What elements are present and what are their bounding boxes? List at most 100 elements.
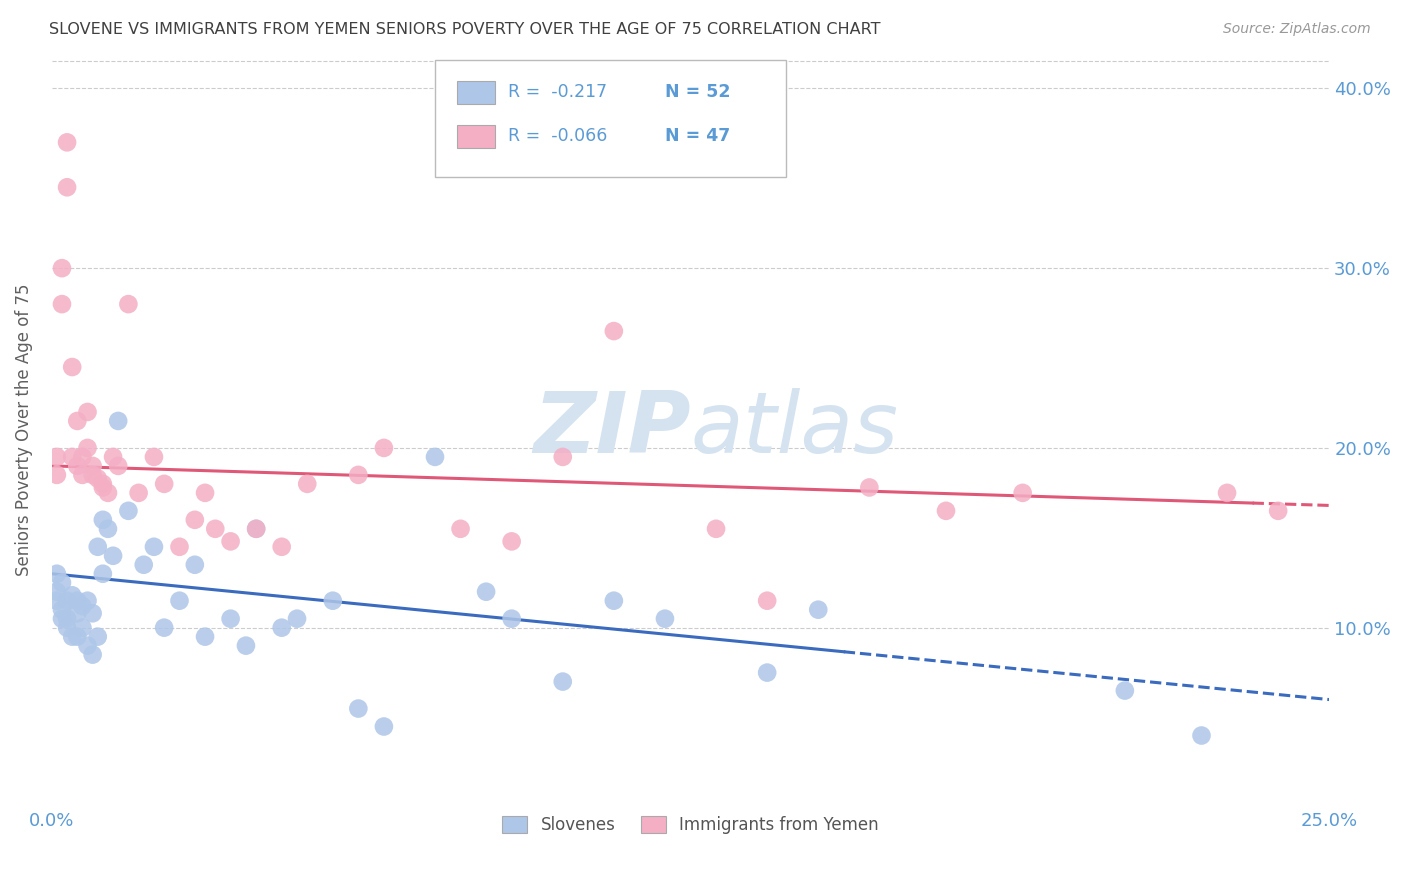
Point (56, 593, 79, 607)
Point (72, 621, 94, 635)
Point (184, 558, 207, 572)
Point (87, 471, 110, 485)
Point (107, 414, 129, 428)
Point (91, 480, 114, 494)
Point (142, 450, 165, 464)
Point (66, 630, 89, 644)
Text: R =  -0.066: R = -0.066 (508, 127, 607, 145)
Point (807, 603, 830, 617)
Point (347, 701, 370, 715)
Point (45, 450, 67, 464)
Point (72, 599, 94, 613)
Text: Source: ZipAtlas.com: Source: ZipAtlas.com (1223, 22, 1371, 37)
Point (51, 612, 73, 626)
Point (82, 607, 104, 621)
Point (45, 467, 67, 482)
Point (97, 486, 120, 500)
Point (297, 476, 319, 491)
Point (56, 180, 79, 194)
Point (935, 504, 957, 518)
Point (87, 540, 110, 554)
Point (51, 575, 73, 590)
Point (603, 593, 626, 607)
Point (66, 414, 89, 428)
Point (1011, 486, 1033, 500)
Point (501, 534, 523, 549)
Point (756, 665, 779, 680)
Text: N = 47: N = 47 (665, 127, 730, 145)
Point (51, 261, 73, 276)
Point (450, 522, 472, 536)
Point (603, 324, 626, 338)
Point (142, 540, 165, 554)
Point (82, 648, 104, 662)
Point (45, 593, 67, 607)
Point (132, 558, 155, 572)
Point (76, 593, 98, 607)
Point (169, 593, 191, 607)
Point (51, 603, 73, 617)
Point (347, 467, 370, 482)
Point (56, 136, 79, 150)
Point (128, 486, 150, 500)
FancyBboxPatch shape (434, 60, 786, 177)
Point (270, 621, 292, 635)
Point (184, 513, 207, 527)
Point (1114, 683, 1136, 698)
Point (475, 584, 498, 599)
Text: SLOVENE VS IMMIGRANTS FROM YEMEN SENIORS POVERTY OVER THE AGE OF 75 CORRELATION : SLOVENE VS IMMIGRANTS FROM YEMEN SENIORS… (49, 22, 880, 37)
Point (235, 639, 257, 653)
Point (756, 593, 779, 607)
Point (76, 405, 98, 419)
Point (245, 522, 267, 536)
Point (91, 513, 114, 527)
Point (101, 549, 124, 563)
Point (219, 612, 242, 626)
Point (153, 476, 176, 491)
Point (76, 441, 98, 455)
Point (270, 540, 292, 554)
Point (107, 458, 129, 473)
Point (704, 522, 727, 536)
Point (56, 612, 79, 626)
Text: R =  -0.217: R = -0.217 (508, 83, 607, 101)
Point (373, 719, 395, 733)
Point (66, 458, 89, 473)
Point (91, 476, 114, 491)
Point (87, 630, 110, 644)
Point (654, 612, 676, 626)
Point (1216, 486, 1239, 500)
FancyBboxPatch shape (457, 125, 495, 147)
Legend: Slovenes, Immigrants from Yemen: Slovenes, Immigrants from Yemen (496, 809, 886, 840)
Point (551, 674, 574, 689)
Point (245, 522, 267, 536)
Text: ZIP: ZIP (533, 388, 690, 472)
Y-axis label: Seniors Poverty Over the Age of 75: Seniors Poverty Over the Age of 75 (15, 284, 32, 576)
Point (169, 540, 191, 554)
Point (91, 566, 114, 581)
Point (60, 588, 83, 602)
Point (82, 458, 104, 473)
Point (1267, 504, 1289, 518)
Point (423, 450, 446, 464)
Text: N = 52: N = 52 (665, 83, 731, 101)
Point (45, 584, 67, 599)
Point (97, 522, 120, 536)
Point (60, 630, 83, 644)
Point (501, 612, 523, 626)
FancyBboxPatch shape (457, 81, 495, 103)
Point (551, 450, 574, 464)
Point (72, 467, 94, 482)
Point (322, 593, 344, 607)
Point (117, 504, 139, 518)
Point (204, 522, 226, 536)
Point (219, 534, 242, 549)
Point (60, 359, 83, 374)
Point (101, 450, 124, 464)
Point (51, 297, 73, 311)
Point (373, 441, 395, 455)
Point (285, 612, 308, 626)
Point (194, 486, 217, 500)
Point (82, 467, 104, 482)
Point (858, 480, 880, 494)
